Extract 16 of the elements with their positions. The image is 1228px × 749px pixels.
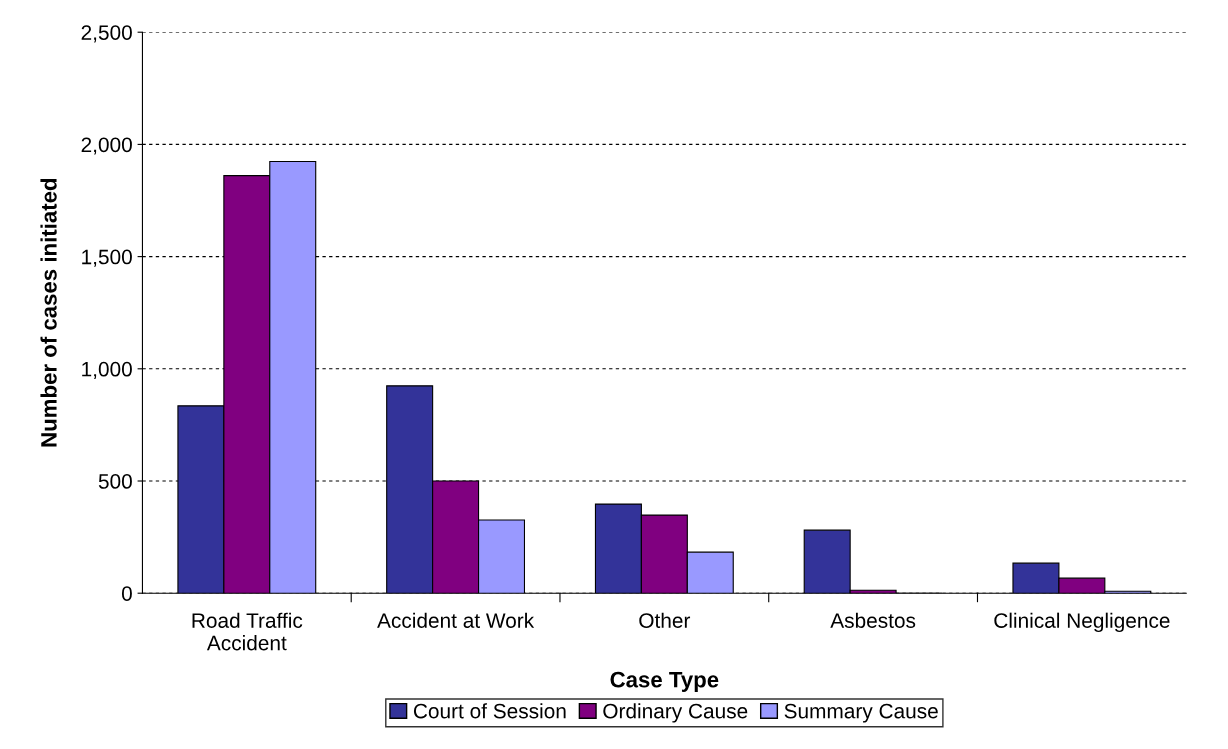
y-tick-label: 2,000 — [81, 137, 132, 155]
x-axis-title: Case Type — [610, 671, 719, 692]
y-axis-title: Number of cases initiated — [40, 178, 57, 447]
x-tick-label: Other — [639, 612, 691, 628]
legend-label: Summary Cause — [784, 703, 938, 723]
legend-label: Ordinary Cause — [603, 703, 748, 723]
y-tick-label: 1,500 — [82, 249, 132, 267]
x-tick-label: Accident at Work — [377, 612, 535, 628]
x-tick-label: Clinical Negligence — [994, 612, 1170, 633]
y-tick-label: 0 — [121, 586, 132, 601]
y-tick-label: 1,000 — [82, 361, 132, 380]
x-tick-label: Road Traffic Accident — [192, 612, 303, 651]
y-tick-label: 500 — [98, 474, 132, 489]
y-tick-label: 2,500 — [81, 25, 132, 43]
legend-label: Court of Session — [413, 703, 566, 719]
x-tick-label: Asbestos — [830, 612, 916, 628]
